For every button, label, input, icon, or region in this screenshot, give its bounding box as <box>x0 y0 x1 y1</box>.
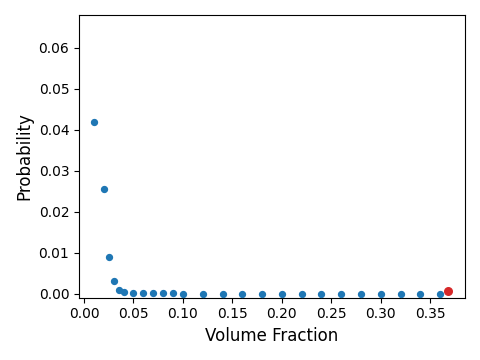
Point <box>337 291 345 297</box>
Point <box>169 291 177 296</box>
Point <box>278 291 286 297</box>
Point <box>258 291 266 297</box>
Point <box>149 291 157 296</box>
Point <box>100 186 108 192</box>
Point <box>130 290 137 296</box>
Point <box>105 254 112 260</box>
Point <box>239 291 246 296</box>
Point <box>179 291 187 296</box>
Y-axis label: Probability: Probability <box>15 112 33 200</box>
Point <box>199 291 206 296</box>
Point <box>110 278 118 284</box>
Point <box>115 287 122 292</box>
Point <box>417 291 424 297</box>
Point <box>436 291 444 297</box>
Point <box>140 290 147 296</box>
Point <box>120 289 127 295</box>
Point <box>90 119 98 125</box>
Point <box>397 291 405 297</box>
Point <box>318 291 325 297</box>
Point <box>159 291 167 296</box>
X-axis label: Volume Fraction: Volume Fraction <box>205 327 338 345</box>
Point <box>377 291 384 297</box>
Point <box>357 291 365 297</box>
Point <box>444 288 452 293</box>
Point <box>219 291 227 296</box>
Point <box>298 291 306 297</box>
